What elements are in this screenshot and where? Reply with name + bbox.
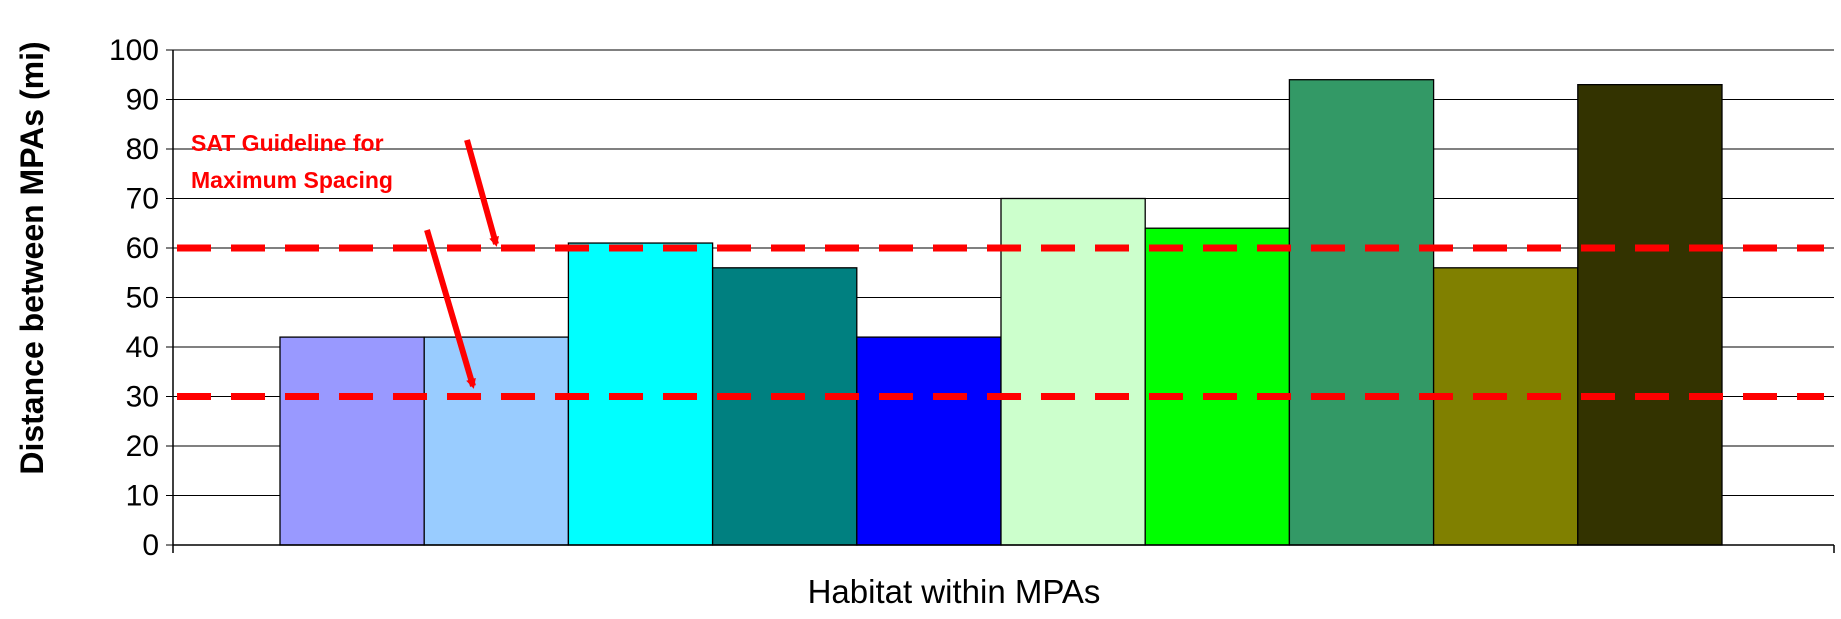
bar [1144, 227, 1291, 546]
bar [1288, 79, 1435, 546]
y-tick-label: 0 [142, 529, 159, 562]
x-axis-title: Habitat within MPAs [808, 573, 1101, 610]
annotation-arrows [424, 139, 499, 389]
bar [711, 267, 858, 546]
bar [1577, 84, 1723, 546]
y-tick-labels: 0 10 20 30 40 50 60 70 80 90 100 [109, 34, 173, 562]
bar [423, 336, 570, 546]
y-axis-title: Distance between MPAs (mi) [14, 41, 50, 474]
y-tick-label: 80 [126, 133, 159, 166]
bar [856, 336, 1002, 546]
y-tick-label: 30 [126, 381, 159, 414]
y-tick-label: 20 [126, 430, 159, 463]
y-tick-label: 50 [126, 282, 159, 315]
reference-lines [177, 244, 1824, 400]
bar [1000, 197, 1146, 546]
y-tick-label: 90 [126, 84, 159, 117]
y-tick-label: 100 [109, 34, 159, 67]
annotation-arrow-lower [424, 229, 476, 389]
y-tick-label: 70 [126, 183, 159, 216]
annotation-arrow-upper [464, 139, 499, 247]
bar [279, 336, 425, 546]
annotation-line-2: Maximum Spacing [191, 167, 393, 193]
y-tick-label: 60 [126, 232, 159, 265]
bars [279, 79, 1723, 546]
bar [1432, 267, 1579, 546]
y-tick-label: 10 [126, 480, 159, 513]
y-tick-label: 40 [126, 331, 159, 364]
annotation-line-1: SAT Guideline for [191, 130, 384, 156]
